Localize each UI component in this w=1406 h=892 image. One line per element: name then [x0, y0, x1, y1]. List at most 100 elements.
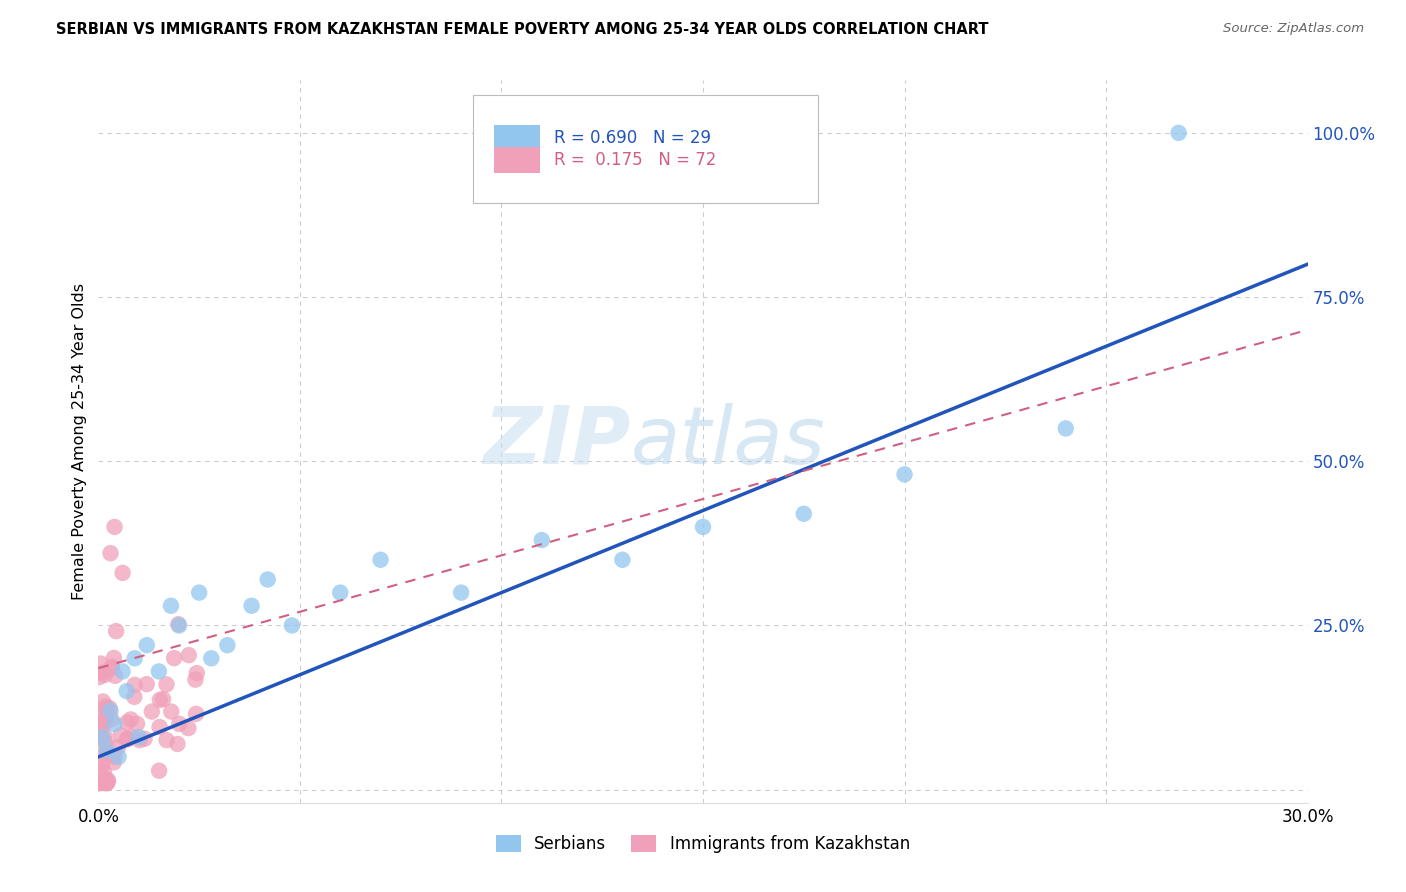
- Point: [93, 764, 115, 779]
- Point: [96, 776, 118, 790]
- Point: [135, 677, 157, 691]
- Point: [120, 713, 142, 727]
- Point: [612, 553, 634, 567]
- Point: [148, 764, 170, 778]
- Point: [115, 684, 138, 698]
- FancyBboxPatch shape: [494, 125, 540, 151]
- Point: [100, 712, 122, 726]
- Text: ZIP: ZIP: [484, 402, 630, 481]
- Point: [90, 710, 112, 724]
- Point: [103, 717, 125, 731]
- Point: [117, 731, 139, 746]
- Point: [94, 699, 117, 714]
- Point: [149, 693, 172, 707]
- Point: [104, 749, 127, 764]
- Point: [125, 716, 148, 731]
- Point: [104, 669, 127, 683]
- Point: [107, 749, 129, 764]
- Point: [93, 776, 115, 790]
- Point: [93, 717, 115, 731]
- Point: [89, 763, 111, 777]
- Point: [94, 702, 117, 716]
- Point: [169, 717, 191, 731]
- Point: [167, 617, 190, 632]
- Point: [111, 566, 134, 580]
- Point: [120, 730, 142, 744]
- Point: [90, 716, 112, 731]
- Text: atlas: atlas: [630, 402, 825, 481]
- Point: [91, 730, 114, 744]
- Point: [89, 670, 111, 684]
- Point: [530, 533, 553, 547]
- Point: [105, 624, 128, 639]
- Text: R =  0.175   N = 72: R = 0.175 N = 72: [554, 151, 717, 169]
- Point: [200, 651, 222, 665]
- Point: [141, 705, 163, 719]
- Point: [96, 776, 118, 790]
- Point: [184, 673, 207, 687]
- Point: [111, 665, 134, 679]
- Point: [91, 694, 114, 708]
- Point: [97, 747, 120, 762]
- Point: [281, 618, 304, 632]
- Point: [240, 599, 263, 613]
- Point: [148, 665, 170, 679]
- Point: [1054, 421, 1077, 435]
- Point: [124, 678, 146, 692]
- Point: [217, 638, 239, 652]
- Point: [101, 661, 124, 675]
- Point: [91, 748, 114, 763]
- Point: [128, 730, 150, 744]
- Point: [184, 706, 207, 721]
- Point: [100, 546, 122, 560]
- Text: SERBIAN VS IMMIGRANTS FROM KAZAKHSTAN FEMALE POVERTY AMONG 25-34 YEAR OLDS CORRE: SERBIAN VS IMMIGRANTS FROM KAZAKHSTAN FE…: [56, 22, 988, 37]
- Point: [100, 704, 122, 718]
- Y-axis label: Female Poverty Among 25-34 Year Olds: Female Poverty Among 25-34 Year Olds: [72, 283, 87, 600]
- Point: [96, 743, 118, 757]
- Point: [110, 729, 132, 743]
- Point: [96, 701, 118, 715]
- Point: [90, 720, 112, 734]
- Point: [94, 772, 117, 787]
- Point: [115, 715, 138, 730]
- Point: [177, 721, 200, 735]
- Text: Source: ZipAtlas.com: Source: ZipAtlas.com: [1223, 22, 1364, 36]
- Point: [101, 660, 124, 674]
- Point: [155, 677, 177, 691]
- Point: [893, 467, 915, 482]
- Point: [1167, 126, 1189, 140]
- Point: [96, 746, 118, 760]
- Point: [329, 585, 352, 599]
- Point: [96, 736, 118, 750]
- Point: [89, 776, 111, 790]
- Point: [93, 729, 115, 743]
- Point: [91, 665, 114, 680]
- Point: [117, 732, 139, 747]
- Point: [793, 507, 815, 521]
- Point: [107, 740, 129, 755]
- FancyBboxPatch shape: [494, 147, 540, 173]
- FancyBboxPatch shape: [474, 95, 818, 203]
- Point: [370, 553, 392, 567]
- Point: [256, 573, 278, 587]
- Point: [450, 585, 472, 599]
- Point: [152, 692, 174, 706]
- Point: [692, 520, 714, 534]
- Point: [91, 756, 114, 771]
- Point: [135, 638, 157, 652]
- Point: [160, 705, 183, 719]
- Point: [103, 520, 125, 534]
- Point: [97, 774, 120, 789]
- Legend: Serbians, Immigrants from Kazakhstan: Serbians, Immigrants from Kazakhstan: [489, 828, 917, 860]
- Point: [188, 585, 211, 599]
- Point: [134, 731, 156, 746]
- Point: [128, 733, 150, 747]
- Point: [177, 648, 200, 662]
- Point: [160, 599, 183, 613]
- Point: [124, 651, 146, 665]
- Point: [186, 666, 208, 681]
- Point: [94, 711, 117, 725]
- Text: R = 0.690   N = 29: R = 0.690 N = 29: [554, 129, 711, 147]
- Point: [149, 720, 172, 734]
- Point: [103, 756, 125, 770]
